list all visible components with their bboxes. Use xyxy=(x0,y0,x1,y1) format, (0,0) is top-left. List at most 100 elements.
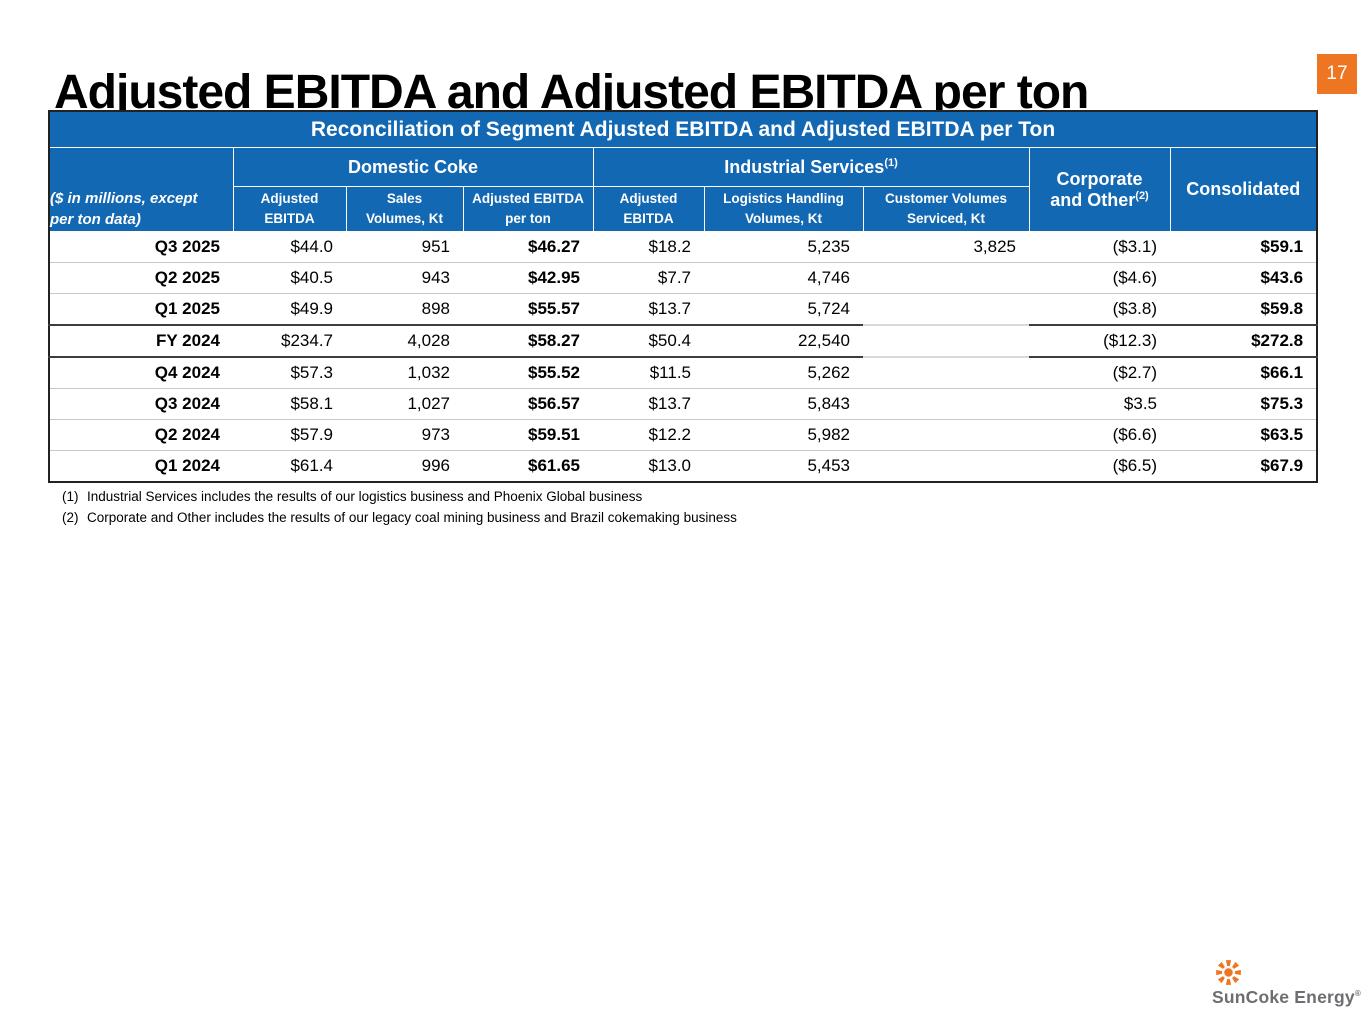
cell-is-logistics-volumes: 5,982 xyxy=(704,419,863,451)
cell-is-adjusted-ebitda: $13.0 xyxy=(593,450,704,482)
row-label: Q3 2025 xyxy=(49,231,233,263)
cell-dc-ebitda-per-ton: $61.65 xyxy=(463,450,593,482)
footnote-2: (2) Corporate and Other includes the resu… xyxy=(62,510,737,525)
cell-is-adjusted-ebitda: $11.5 xyxy=(593,357,704,389)
cell-is-customer-volumes-shaded xyxy=(863,388,1029,420)
cell-is-customer-volumes-shaded xyxy=(863,419,1029,451)
table-row-q3-2024: Q3 2024 $58.1 1,027 $56.57 $13.7 5,843 $… xyxy=(49,388,1318,420)
cell-dc-adjusted-ebitda: $49.9 xyxy=(233,293,346,326)
cell-dc-adjusted-ebitda: $40.5 xyxy=(233,262,346,294)
cell-dc-sales-volumes: 951 xyxy=(346,231,463,263)
footnotes: (1) Industrial Services includes the resu… xyxy=(62,486,737,528)
brand-name: SunCoke Energy® xyxy=(1212,987,1361,1007)
cell-corporate-other: ($12.3) xyxy=(1029,324,1170,358)
table-row-q1-2025: Q1 2025 $49.9 898 $55.57 $13.7 5,724 ($3… xyxy=(49,293,1318,326)
cell-dc-adjusted-ebitda: $57.3 xyxy=(233,357,346,389)
registered-trademark: ® xyxy=(1354,989,1361,999)
cell-dc-adjusted-ebitda: $57.9 xyxy=(233,419,346,451)
sun-burst-icon xyxy=(1216,960,1241,985)
cell-is-logistics-volumes: 5,843 xyxy=(704,388,863,420)
cell-dc-sales-volumes: 996 xyxy=(346,450,463,482)
cell-dc-sales-volumes: 1,032 xyxy=(346,357,463,389)
row-label: Q1 2025 xyxy=(49,293,233,326)
cell-corporate-other: ($2.7) xyxy=(1029,357,1170,389)
row-label: Q1 2024 xyxy=(49,450,233,482)
reconciliation-table: Reconciliation of Segment Adjusted EBITD… xyxy=(48,110,1319,483)
cell-consolidated: $67.9 xyxy=(1170,450,1318,482)
cell-is-customer-volumes-shaded xyxy=(863,357,1029,389)
cell-dc-ebitda-per-ton: $59.51 xyxy=(463,419,593,451)
cell-consolidated: $272.8 xyxy=(1170,324,1318,358)
table-row-q4-2024: Q4 2024 $57.3 1,032 $55.52 $11.5 5,262 (… xyxy=(49,357,1318,389)
cell-consolidated: $59.8 xyxy=(1170,293,1318,326)
units-note: ($ in millions, except per ton data) xyxy=(48,147,234,232)
group-header-corporate-other: Corporate and Other(2) xyxy=(1028,147,1171,232)
cell-corporate-other: $3.5 xyxy=(1029,388,1170,420)
cell-corporate-other: ($4.6) xyxy=(1029,262,1170,294)
cell-dc-adjusted-ebitda: $58.1 xyxy=(233,388,346,420)
cell-consolidated: $75.3 xyxy=(1170,388,1318,420)
col-header-is-adjusted-ebitda: Adjusted EBITDA xyxy=(592,186,705,232)
slide-page-number: 17 xyxy=(1317,54,1357,94)
group-header-consolidated: Consolidated xyxy=(1169,147,1318,232)
cell-corporate-other: ($3.1) xyxy=(1029,231,1170,263)
table-row-q3-2025: Q3 2025 $44.0 951 $46.27 $18.2 5,235 3,8… xyxy=(49,231,1318,263)
cell-is-adjusted-ebitda: $13.7 xyxy=(593,388,704,420)
cell-dc-sales-volumes: 1,027 xyxy=(346,388,463,420)
cell-is-adjusted-ebitda: $12.2 xyxy=(593,419,704,451)
cell-dc-sales-volumes: 898 xyxy=(346,293,463,326)
cell-is-customer-volumes-shaded xyxy=(863,450,1029,482)
col-header-is-customer-volumes: Customer Volumes Serviced, Kt xyxy=(862,186,1030,232)
cell-is-customer-volumes: 3,825 xyxy=(863,231,1029,263)
col-header-dc-sales-volumes: Sales Volumes, Kt xyxy=(345,186,464,232)
suncoke-logo: SunCoke Energy® xyxy=(1212,959,1362,1008)
cell-dc-sales-volumes: 943 xyxy=(346,262,463,294)
cell-corporate-other: ($3.8) xyxy=(1029,293,1170,326)
cell-dc-adjusted-ebitda: $61.4 xyxy=(233,450,346,482)
cell-corporate-other: ($6.5) xyxy=(1029,450,1170,482)
row-label: Q4 2024 xyxy=(49,357,233,389)
footnote-ref-2: (2) xyxy=(1135,189,1149,202)
cell-is-logistics-volumes: 5,724 xyxy=(704,293,863,326)
cell-is-logistics-volumes: 5,453 xyxy=(704,450,863,482)
cell-dc-adjusted-ebitda: $44.0 xyxy=(233,231,346,263)
cell-consolidated: $66.1 xyxy=(1170,357,1318,389)
cell-dc-ebitda-per-ton: $42.95 xyxy=(463,262,593,294)
cell-corporate-other: ($6.6) xyxy=(1029,419,1170,451)
cell-dc-ebitda-per-ton: $55.57 xyxy=(463,293,593,326)
row-label: Q2 2024 xyxy=(49,419,233,451)
footnote-1: (1) Industrial Services includes the resu… xyxy=(62,489,643,504)
group-header-domestic-coke: Domestic Coke xyxy=(232,147,594,187)
cell-consolidated: $59.1 xyxy=(1170,231,1318,263)
cell-consolidated: $43.6 xyxy=(1170,262,1318,294)
table-title: Reconciliation of Segment Adjusted EBITD… xyxy=(48,110,1318,148)
row-label: Q2 2025 xyxy=(49,262,233,294)
cell-consolidated: $63.5 xyxy=(1170,419,1318,451)
cell-is-customer-volumes-shaded xyxy=(863,262,1029,294)
col-header-is-logistics-volumes: Logistics Handling Volumes, Kt xyxy=(703,186,864,232)
cell-dc-ebitda-per-ton: $46.27 xyxy=(463,231,593,263)
table-row-q1-2024: Q1 2024 $61.4 996 $61.65 $13.0 5,453 ($6… xyxy=(49,450,1318,482)
cell-is-adjusted-ebitda: $13.7 xyxy=(593,293,704,326)
cell-is-logistics-volumes: 22,540 xyxy=(704,324,863,358)
cell-dc-sales-volumes: 4,028 xyxy=(346,324,463,358)
table-row-q2-2025: Q2 2025 $40.5 943 $42.95 $7.7 4,746 ($4.… xyxy=(49,262,1318,294)
cell-is-customer-volumes-shaded xyxy=(863,293,1029,326)
cell-is-adjusted-ebitda: $7.7 xyxy=(593,262,704,294)
row-label: FY 2024 xyxy=(49,324,233,358)
cell-dc-sales-volumes: 973 xyxy=(346,419,463,451)
cell-is-logistics-volumes: 5,262 xyxy=(704,357,863,389)
group-header-industrial-services: Industrial Services(1) xyxy=(592,147,1030,187)
cell-dc-ebitda-per-ton: $58.27 xyxy=(463,324,593,358)
table-row-q2-2024: Q2 2024 $57.9 973 $59.51 $12.2 5,982 ($6… xyxy=(49,419,1318,451)
cell-is-adjusted-ebitda: $50.4 xyxy=(593,324,704,358)
cell-is-customer-volumes-shaded xyxy=(863,324,1029,358)
cell-is-adjusted-ebitda: $18.2 xyxy=(593,231,704,263)
cell-is-logistics-volumes: 4,746 xyxy=(704,262,863,294)
col-header-dc-ebitda-per-ton: Adjusted EBITDA per ton xyxy=(462,186,594,232)
cell-dc-ebitda-per-ton: $56.57 xyxy=(463,388,593,420)
cell-dc-ebitda-per-ton: $55.52 xyxy=(463,357,593,389)
row-label: Q3 2024 xyxy=(49,388,233,420)
cell-dc-adjusted-ebitda: $234.7 xyxy=(233,324,346,358)
footnote-ref-1: (1) xyxy=(884,156,898,169)
